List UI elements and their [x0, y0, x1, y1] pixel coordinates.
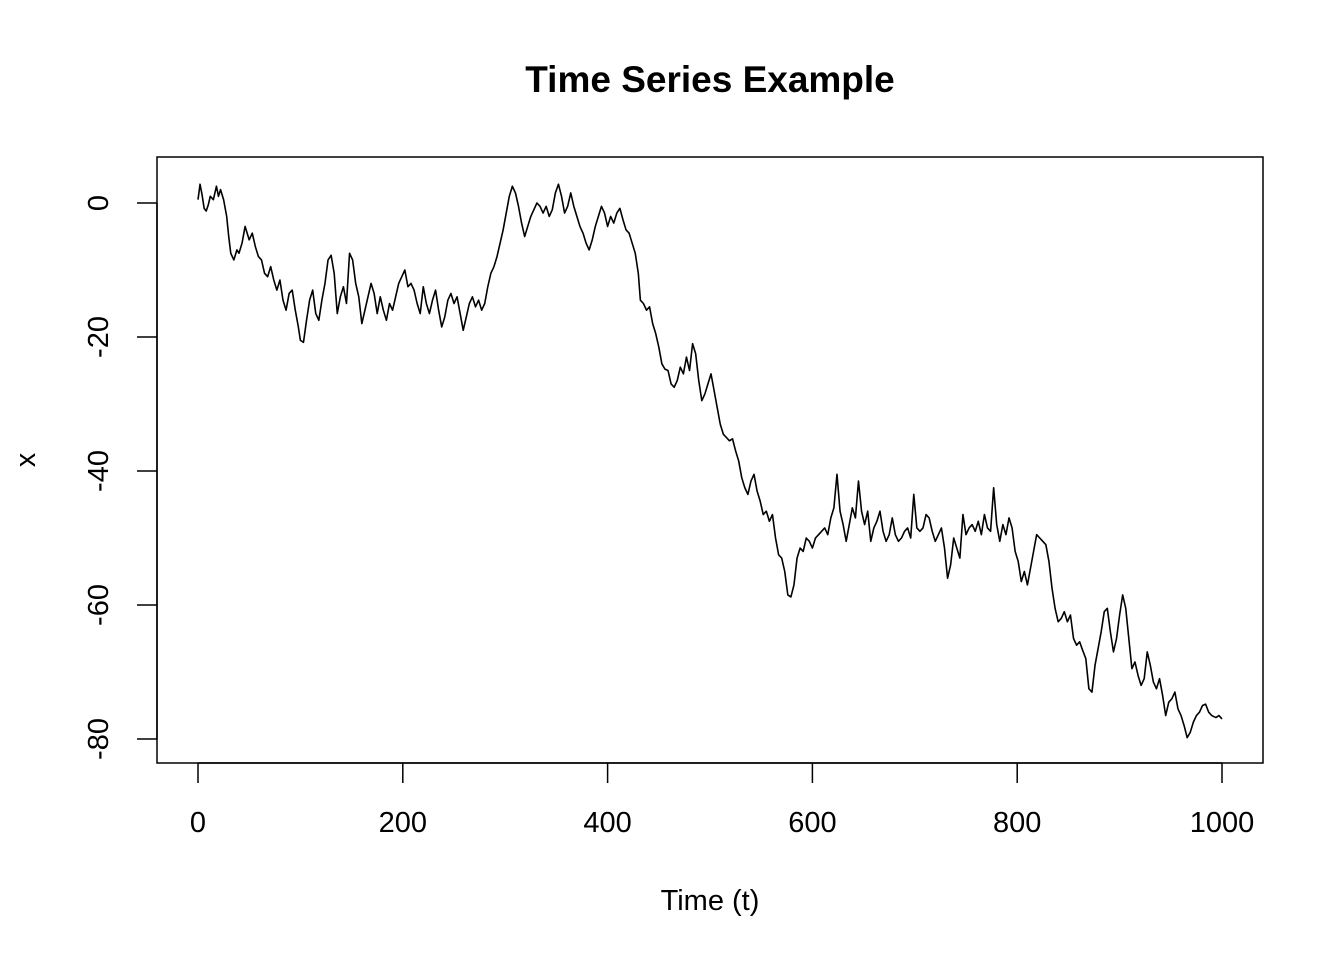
plot-frame [156, 156, 1264, 764]
y-tick-label: -40 [83, 450, 115, 492]
x-tick-label: 0 [190, 807, 206, 839]
series-line [197, 183, 1223, 739]
x-axis-label: Time (t) [661, 885, 760, 917]
y-tick-label: 0 [83, 195, 115, 211]
y-tick-label: -80 [83, 718, 115, 760]
x-tick-label: 400 [583, 807, 631, 839]
x-tick-label: 600 [788, 807, 836, 839]
x-tick-label: 200 [379, 807, 427, 839]
x-tick-label: 800 [993, 807, 1041, 839]
y-axis: 0 -20 -40 -60 -80 [83, 195, 158, 760]
chart-title: Time Series Example [525, 59, 895, 100]
x-tick-label: 1000 [1190, 807, 1255, 839]
y-axis-label: x [10, 452, 42, 467]
y-tick-label: -60 [83, 584, 115, 626]
x-axis: 0 200 400 600 800 1000 [190, 762, 1255, 839]
y-tick-label: -20 [83, 316, 115, 358]
